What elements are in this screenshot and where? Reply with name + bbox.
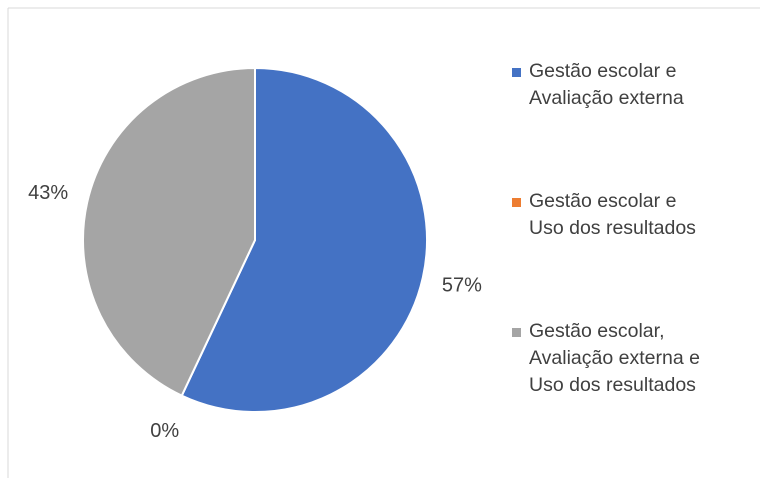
legend-label: Gestão escolar, Avaliação externa e Uso … [529, 320, 700, 396]
pie-slice [180, 66, 429, 413]
data-label: 57% [442, 275, 482, 297]
legend-label: Gestão escolar e Avaliação externa [529, 60, 684, 109]
pie-slice [82, 66, 256, 397]
data-label: 43% [28, 182, 68, 204]
legend-item: Gestão escolar e Avaliação externa [512, 58, 705, 112]
legend-swatch [512, 328, 521, 337]
legend-swatch [512, 68, 521, 77]
legend-swatch [512, 198, 521, 207]
legend-item: Gestão escolar e Uso dos resultados [512, 188, 705, 242]
legend-label: Gestão escolar e Uso dos resultados [529, 190, 696, 239]
legend-item: Gestão escolar, Avaliação externa e Uso … [512, 318, 705, 399]
data-label: 0% [150, 420, 179, 442]
